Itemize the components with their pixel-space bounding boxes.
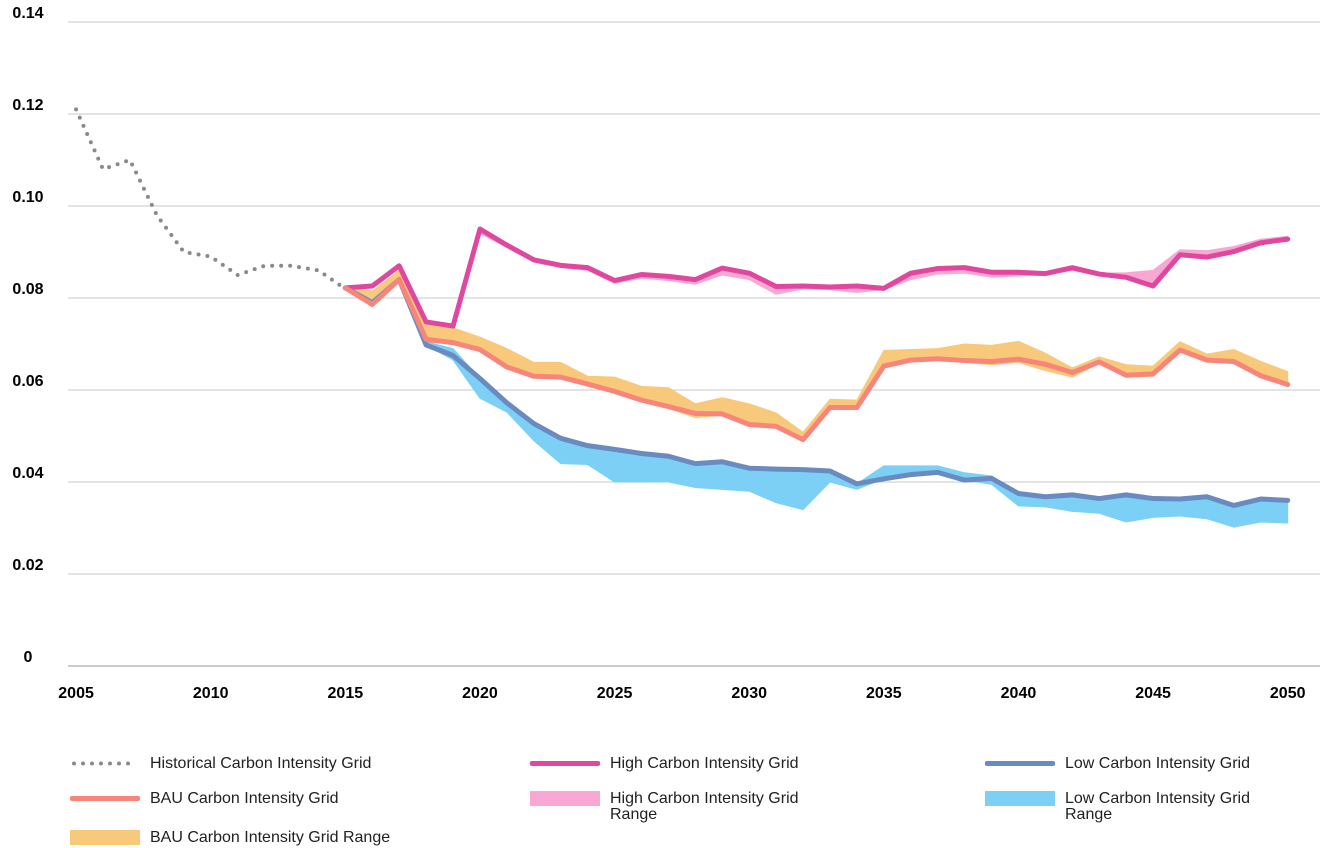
legend-item: Historical Carbon Intensity Grid bbox=[70, 755, 530, 790]
x-tick-label: 2040 bbox=[1001, 685, 1037, 702]
legend-label: BAU Carbon Intensity Grid Range bbox=[150, 829, 391, 846]
series-line bbox=[342, 277, 1291, 443]
y-tick-label: 0.12 bbox=[12, 97, 43, 114]
legend-swatch bbox=[530, 761, 600, 766]
y-tick-label: 0.06 bbox=[12, 373, 43, 390]
legend-swatch bbox=[70, 830, 140, 845]
x-tick-label: 2030 bbox=[731, 685, 767, 702]
x-tick-label: 2035 bbox=[866, 685, 902, 702]
legend-swatch bbox=[985, 761, 1055, 766]
legend-item: High Carbon Intensity Grid bbox=[530, 755, 985, 790]
x-tick-label: 2045 bbox=[1135, 685, 1171, 702]
legend-swatch bbox=[985, 791, 1055, 806]
legend-item: High Carbon Intensity Grid Range bbox=[530, 790, 985, 829]
legend-swatch bbox=[72, 761, 138, 766]
legend-item: Low Carbon Intensity Grid bbox=[985, 755, 1255, 790]
legend-swatch-fill bbox=[530, 791, 600, 806]
y-tick-label: 0.02 bbox=[12, 557, 43, 574]
y-tick-label: 0.08 bbox=[12, 281, 43, 298]
legend-label: Low Carbon Intensity Grid bbox=[1065, 755, 1250, 772]
y-tick-label: 0.04 bbox=[12, 465, 43, 482]
legend-swatch-fill bbox=[70, 830, 140, 845]
y-tick-label: 0.10 bbox=[12, 189, 43, 206]
legend: Historical Carbon Intensity Grid High Car… bbox=[70, 755, 1255, 846]
range-area bbox=[345, 278, 1289, 528]
series-line bbox=[74, 107, 348, 291]
legend-swatch bbox=[530, 791, 600, 806]
x-tick-label: 2010 bbox=[193, 685, 229, 702]
x-tick-label: 2025 bbox=[597, 685, 633, 702]
legend-item: BAU Carbon Intensity Grid Range bbox=[70, 829, 530, 846]
series-line bbox=[342, 277, 1291, 508]
x-tick-label: 2020 bbox=[462, 685, 498, 702]
y-tick-label: 0 bbox=[24, 649, 33, 666]
legend-item: BAU Carbon Intensity Grid bbox=[70, 790, 530, 829]
y-tick-label: 0.14 bbox=[12, 5, 43, 22]
legend-label: High Carbon Intensity Grid Range bbox=[610, 790, 799, 823]
x-tick-label: 2015 bbox=[328, 685, 364, 702]
series-line bbox=[342, 226, 1291, 329]
legend-label: Historical Carbon Intensity Grid bbox=[150, 755, 372, 772]
legend-label: BAU Carbon Intensity Grid bbox=[150, 790, 339, 807]
legend-item: Low Carbon Intensity Grid Range bbox=[985, 790, 1255, 829]
legend-label: High Carbon Intensity Grid bbox=[610, 755, 799, 772]
x-tick-label: 2050 bbox=[1270, 685, 1306, 702]
chart: 0 0.02 0.04 0.06 0.08 0.10 0.12 0.14 2005 2010 201… bbox=[12, 5, 1320, 702]
range-area bbox=[345, 227, 1289, 327]
legend-swatch-fill bbox=[985, 791, 1055, 806]
legend-label: Low Carbon Intensity Grid Range bbox=[1065, 790, 1250, 823]
x-tick-label: 2005 bbox=[58, 685, 94, 702]
legend-swatch bbox=[70, 796, 140, 801]
